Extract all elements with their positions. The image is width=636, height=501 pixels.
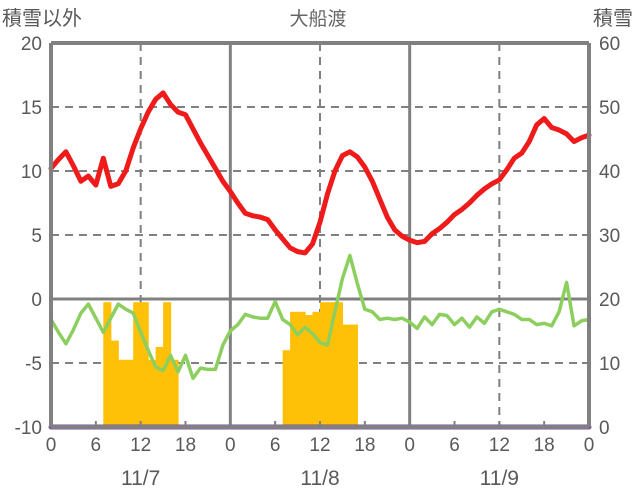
- bar: [342, 324, 351, 427]
- x-axis-tick-label: 18: [534, 435, 555, 456]
- x-axis-tick-label: 12: [309, 435, 330, 456]
- green-line: [49, 253, 591, 381]
- y2-axis-tick-label: 10: [599, 354, 620, 375]
- x-axis-tick-label: 18: [175, 435, 196, 456]
- bar: [155, 347, 164, 427]
- y2-axis-tick-label: 20: [599, 290, 620, 311]
- left-axis-unit-label: 積雪以外: [2, 8, 82, 30]
- x-axis-day-label: 11/9: [480, 467, 519, 490]
- x-axis-tick-label: 6: [270, 435, 281, 456]
- y2-axis-tick-label: 0: [599, 418, 610, 439]
- x-axis-tick-label: 0: [584, 435, 595, 456]
- y-axis-tick-label: 10: [21, 162, 42, 183]
- bar: [170, 359, 179, 427]
- x-axis-tick-label: 0: [225, 435, 236, 456]
- x-axis-day-label: 11/7: [121, 467, 160, 490]
- right-axis-unit-label: 積雪: [593, 8, 633, 30]
- bar: [305, 315, 314, 427]
- bar: [103, 302, 112, 427]
- y2-axis-tick-label: 40: [599, 162, 620, 183]
- bar: [312, 311, 321, 427]
- y2-axis-tick-label: 50: [599, 98, 620, 119]
- x-axis-tick-label: 18: [354, 435, 375, 456]
- x-axis-tick-label: 0: [46, 435, 57, 456]
- x-axis-day-label: 11/8: [300, 467, 339, 490]
- x-axis-tick-label: 12: [489, 435, 510, 456]
- y-axis-tick-label: -10: [15, 418, 42, 439]
- x-axis-tick-label: 6: [449, 435, 460, 456]
- bar: [133, 302, 142, 427]
- bar: [282, 350, 291, 427]
- bar: [118, 359, 127, 427]
- bar: [327, 302, 336, 427]
- x-axis-tick-label: 6: [91, 435, 102, 456]
- precipitation-bars-group: [103, 302, 358, 427]
- y-axis-tick-label: 20: [21, 34, 42, 55]
- bar: [334, 302, 344, 427]
- y2-axis-tick-label: 30: [599, 226, 620, 247]
- x-axis-tick-label: 12: [130, 435, 151, 456]
- bar: [320, 302, 329, 427]
- bar: [297, 311, 306, 427]
- y-axis-tick-label: 15: [21, 98, 42, 119]
- y-axis-tick-label: 0: [31, 290, 42, 311]
- y2-axis-tick-label: 60: [599, 34, 620, 55]
- bar: [125, 359, 134, 427]
- y-axis-tick-label: -5: [25, 354, 42, 375]
- red-line: [48, 90, 592, 256]
- x-axis-tick-label: 0: [404, 435, 415, 456]
- bar: [110, 340, 119, 427]
- page-title: 大船渡: [289, 9, 347, 30]
- bar: [148, 359, 157, 427]
- bar: [290, 311, 299, 427]
- bar: [140, 302, 149, 427]
- bar: [349, 324, 358, 427]
- y-axis-tick-label: 5: [31, 226, 42, 247]
